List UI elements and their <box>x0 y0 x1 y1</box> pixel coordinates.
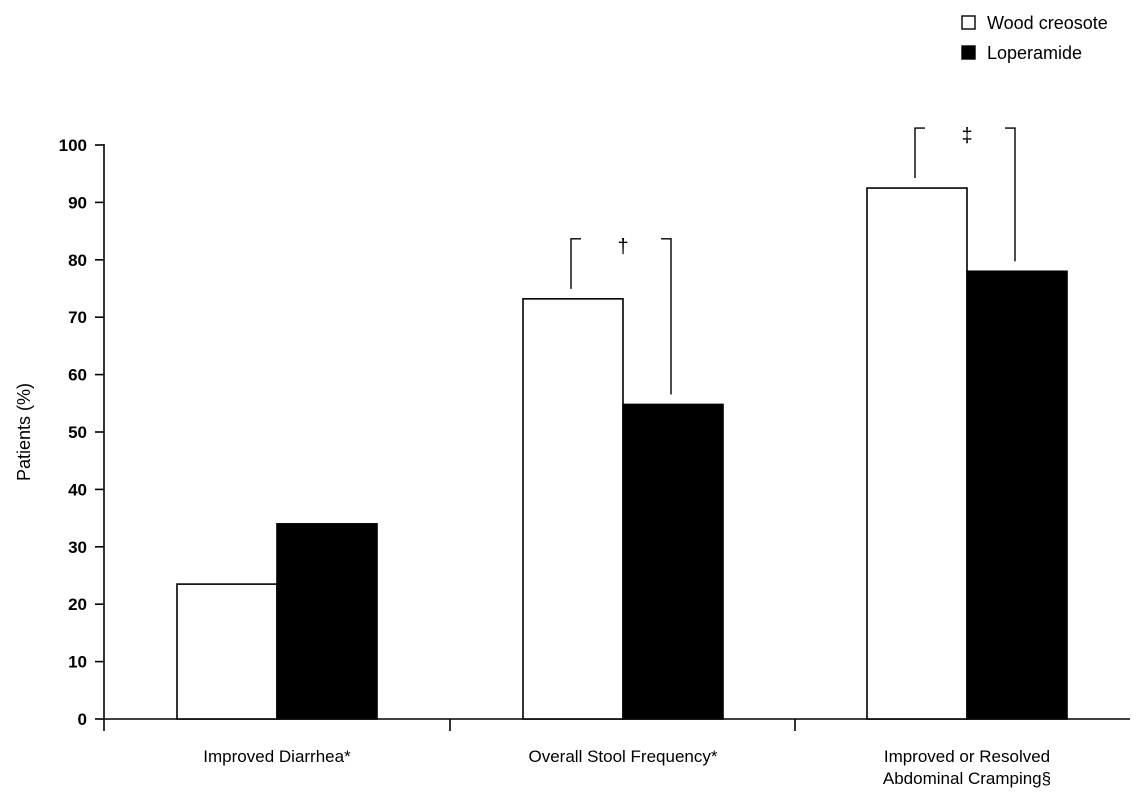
legend-label: Loperamide <box>987 43 1082 63</box>
y-tick-label: 20 <box>68 595 87 614</box>
x-tick-label: Improved Diarrhea* <box>203 747 351 766</box>
bar <box>622 403 724 720</box>
legend: Wood creosote Loperamide <box>961 13 1108 63</box>
bar <box>966 270 1068 720</box>
bracket-right <box>1005 127 1016 262</box>
bracket-right <box>661 238 672 395</box>
significance-marker: ‡ <box>961 125 972 147</box>
bar <box>522 298 624 720</box>
y-tick-label: 0 <box>78 710 87 729</box>
y-tick-label: 100 <box>59 136 87 155</box>
bars <box>176 187 1068 720</box>
bar <box>866 187 968 720</box>
x-tick-label: Overall Stool Frequency* <box>529 747 718 766</box>
legend-swatch <box>961 15 976 30</box>
y-tick-label: 50 <box>68 423 87 442</box>
legend-label: Wood creosote <box>987 13 1108 33</box>
significance-annotations: †‡ <box>570 125 1016 395</box>
y-tick-label: 70 <box>68 308 87 327</box>
y-tick-label: 60 <box>68 366 87 385</box>
legend-swatch <box>961 45 976 60</box>
bar <box>276 523 378 720</box>
x-tick-label: Improved or Resolved Abdominal Cramping§ <box>883 747 1051 788</box>
x-axis: Improved Diarrhea* Overall Stool Frequenc… <box>104 718 1130 788</box>
significance-marker: † <box>617 236 628 258</box>
y-tick-label: 30 <box>68 538 87 557</box>
y-axis-title: Patients (%) <box>14 383 34 481</box>
bar <box>176 583 278 720</box>
y-tick-label: 80 <box>68 251 87 270</box>
bracket-left <box>570 238 581 289</box>
y-axis: Patients (%) 0 10 20 30 40 50 60 70 80 90 100 <box>14 136 105 731</box>
y-tick-label: 10 <box>68 653 87 672</box>
bracket-left <box>914 127 925 179</box>
y-tick-label: 40 <box>68 480 87 499</box>
y-tick-label: 90 <box>68 193 87 212</box>
